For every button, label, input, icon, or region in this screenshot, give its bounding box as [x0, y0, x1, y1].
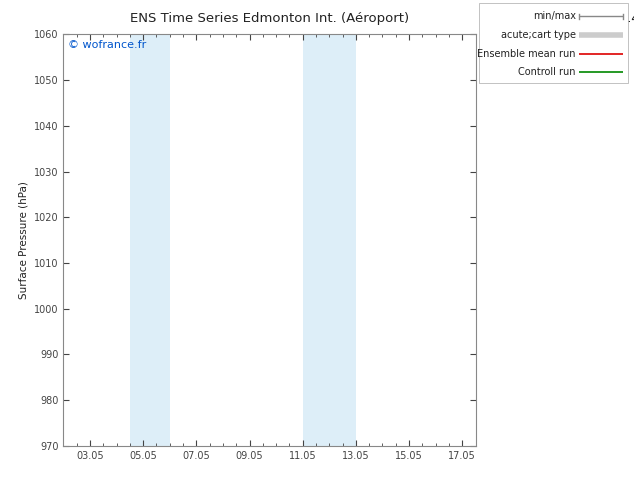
Text: mer. 01.05.2024 14 UTC: mer. 01.05.2024 14 UTC — [509, 12, 634, 25]
Text: min/max: min/max — [533, 11, 576, 22]
Text: © wofrance.fr: © wofrance.fr — [67, 41, 146, 50]
Text: Ensemble mean run: Ensemble mean run — [477, 49, 576, 59]
Text: ENS Time Series Edmonton Int. (Aéroport): ENS Time Series Edmonton Int. (Aéroport) — [130, 12, 409, 25]
Bar — [130, 34, 170, 446]
Y-axis label: Surface Pressure (hPa): Surface Pressure (hPa) — [18, 181, 29, 299]
Bar — [302, 34, 356, 446]
Text: Controll run: Controll run — [518, 67, 576, 77]
Text: acute;cart type: acute;cart type — [501, 30, 576, 40]
